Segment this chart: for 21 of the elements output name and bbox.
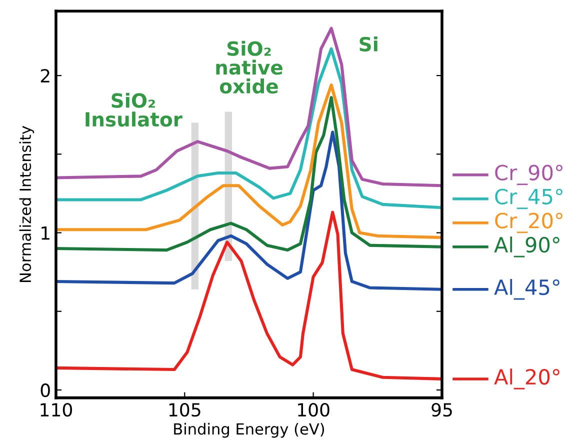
legend-label: Al_90° bbox=[494, 236, 560, 258]
annotation: Si bbox=[360, 36, 378, 52]
y-tick-label: 2 bbox=[40, 69, 50, 82]
x-tick-label: 95 bbox=[432, 403, 452, 417]
legend-label: Cr_45° bbox=[495, 188, 562, 210]
y-tick-label: 0 bbox=[40, 383, 50, 398]
y-tick-label: 1 bbox=[42, 226, 50, 240]
line-series bbox=[56, 210, 442, 380]
line-series bbox=[56, 130, 442, 291]
legend-label: Al_20° bbox=[494, 368, 560, 390]
legend-label: Cr_20° bbox=[495, 212, 562, 234]
x-tick-label: 105 bbox=[169, 403, 200, 417]
annotation: SiO₂ native oxide bbox=[216, 40, 282, 94]
x-axis-title: Binding Energy (eV) bbox=[174, 422, 324, 438]
legend-label: Cr_90° bbox=[495, 164, 562, 186]
y-axis-title: Normalized Intensity bbox=[19, 126, 34, 282]
x-tick-label: 100 bbox=[298, 403, 330, 417]
legend-label: Al_45° bbox=[494, 278, 560, 300]
x-tick-label: 110 bbox=[40, 403, 72, 417]
line-series bbox=[56, 26, 442, 188]
annotation: SiO₂ Insulator bbox=[86, 92, 182, 127]
